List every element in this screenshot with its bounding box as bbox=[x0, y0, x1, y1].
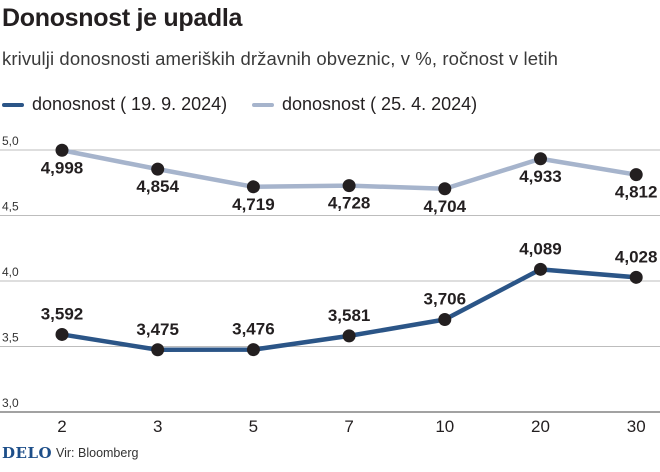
data-point-series-1 bbox=[342, 329, 356, 343]
source-note: Vir: Bloomberg bbox=[56, 446, 139, 460]
data-point-series-1 bbox=[629, 270, 643, 284]
data-point-series-2 bbox=[534, 152, 547, 166]
footer: DELO Vir: Bloomberg bbox=[0, 442, 660, 468]
legend-item-series-2: donosnost ( 25. 4. 2024) bbox=[252, 94, 477, 115]
chart-subtitle: krivulji donosnosti ameriških državnih o… bbox=[2, 48, 558, 69]
y-tick-label: 3,5 bbox=[2, 331, 19, 345]
data-point-series-2 bbox=[438, 182, 452, 196]
delo-logo: DELO bbox=[2, 444, 53, 462]
data-label-series-1: 4,089 bbox=[519, 239, 562, 258]
legend-swatch-series-1 bbox=[2, 102, 24, 107]
y-tick-label: 4,5 bbox=[2, 200, 19, 214]
x-tick-label: 20 bbox=[531, 417, 550, 436]
data-point-series-2 bbox=[342, 179, 356, 193]
legend-label-series-1: donosnost ( 19. 9. 2024) bbox=[32, 94, 228, 114]
data-label-series-1: 3,592 bbox=[41, 304, 84, 323]
data-point-series-2 bbox=[55, 143, 69, 157]
data-point-series-1 bbox=[151, 343, 165, 357]
data-label-series-1: 3,476 bbox=[232, 320, 275, 339]
legend-label-series-2: donosnost ( 25. 4. 2024) bbox=[282, 94, 478, 114]
y-tick-label: 5,0 bbox=[2, 134, 19, 148]
legend-item-series-1: donosnost ( 19. 9. 2024) bbox=[2, 94, 227, 115]
data-label-series-1: 4,028 bbox=[615, 247, 658, 266]
data-point-series-2 bbox=[629, 168, 643, 182]
data-point-series-2 bbox=[151, 162, 165, 176]
legend: donosnost ( 19. 9. 2024) donosnost ( 25.… bbox=[0, 94, 660, 116]
data-label-series-1: 3,581 bbox=[328, 306, 371, 325]
data-label-series-2: 4,933 bbox=[519, 167, 562, 186]
data-label-series-2: 4,719 bbox=[232, 195, 275, 214]
data-label-series-1: 3,475 bbox=[136, 320, 179, 339]
x-tick-label: 3 bbox=[153, 417, 162, 436]
data-label-series-2: 4,998 bbox=[41, 158, 84, 177]
data-point-series-1 bbox=[55, 327, 69, 341]
data-label-series-1: 3,706 bbox=[424, 290, 467, 309]
data-label-series-2: 4,704 bbox=[424, 197, 467, 216]
data-point-series-1 bbox=[246, 343, 260, 357]
x-tick-label: 7 bbox=[344, 417, 353, 436]
y-tick-label: 4,0 bbox=[2, 265, 19, 279]
chart-title: Donosnost je upadla bbox=[2, 4, 243, 32]
y-tick-label: 3,0 bbox=[2, 396, 19, 410]
legend-swatch-series-2 bbox=[252, 102, 274, 107]
x-tick-label: 5 bbox=[249, 417, 258, 436]
data-point-series-2 bbox=[246, 180, 260, 194]
data-point-series-1 bbox=[438, 313, 452, 327]
x-tick-label: 30 bbox=[627, 417, 646, 436]
data-label-series-2: 4,854 bbox=[136, 177, 179, 196]
data-label-series-2: 4,812 bbox=[615, 183, 658, 202]
data-label-series-2: 4,728 bbox=[328, 194, 371, 213]
data-point-series-1 bbox=[534, 262, 547, 276]
x-tick-label: 2 bbox=[57, 417, 66, 436]
x-tick-label: 10 bbox=[435, 417, 454, 436]
